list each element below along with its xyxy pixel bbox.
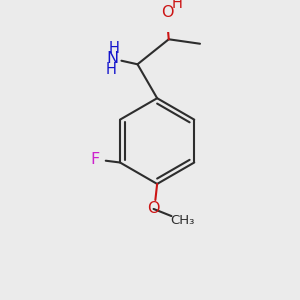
- Text: F: F: [90, 152, 100, 167]
- Text: CH₃: CH₃: [170, 214, 194, 227]
- Text: O: O: [147, 200, 160, 215]
- Text: N: N: [106, 51, 119, 66]
- Text: H: H: [109, 41, 120, 56]
- Text: H: H: [171, 0, 182, 11]
- Text: H: H: [105, 62, 116, 77]
- Text: O: O: [161, 5, 173, 20]
